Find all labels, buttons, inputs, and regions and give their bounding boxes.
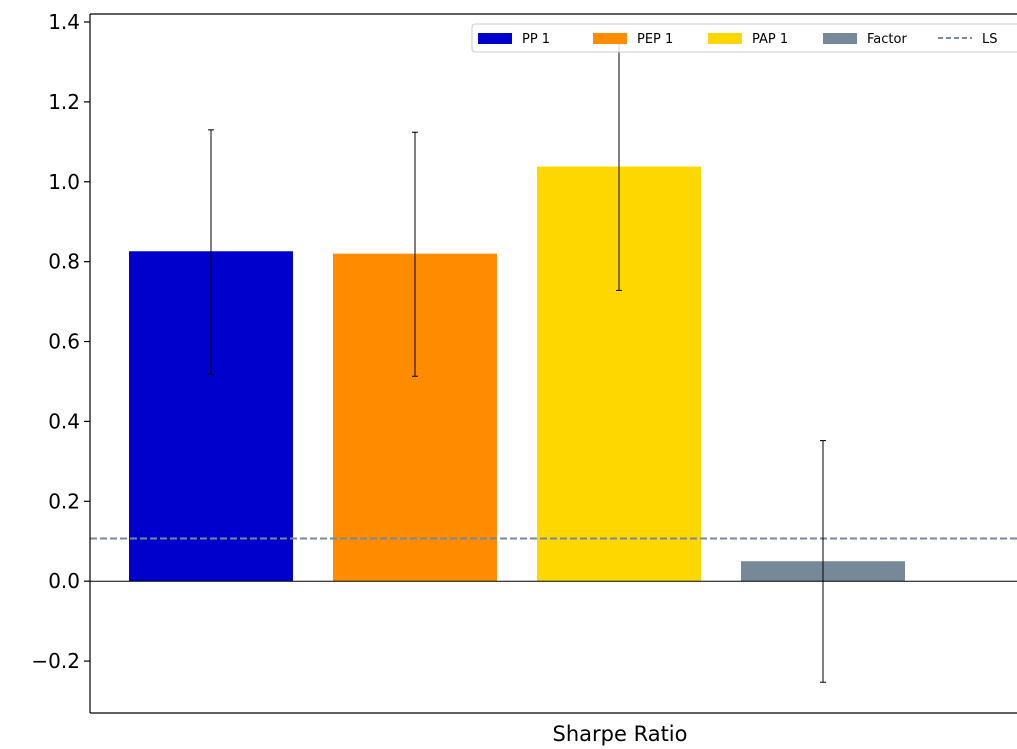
y-tick-label: 0.0 xyxy=(48,569,80,593)
y-tick-label: 1.0 xyxy=(48,170,80,194)
axes-layer xyxy=(89,13,1017,714)
legend-swatch xyxy=(593,33,627,44)
y-ticks-layer: −0.2 0.0 0.2 0.4 0.6 0.8 1.0 1.2 1.4 xyxy=(31,10,90,673)
y-tick-label: 1.4 xyxy=(48,10,80,34)
bars-layer xyxy=(129,166,905,582)
error-bar-pep-1 xyxy=(412,131,418,377)
y-tick-label: 0.8 xyxy=(48,250,80,274)
error-bar-factor xyxy=(820,440,826,683)
y-tick-label: 0.2 xyxy=(48,489,80,513)
legend-entry-pep-1: PEP 1 xyxy=(593,32,673,47)
legend-entry-pap-1: PAP 1 xyxy=(708,32,788,47)
y-tick-label: 0.6 xyxy=(48,330,80,354)
y-tick-label: 1.2 xyxy=(48,90,80,114)
legend-label: PP 1 xyxy=(522,32,550,47)
legend-label: LS xyxy=(982,32,998,47)
x-axis-label: Sharpe Ratio xyxy=(553,722,688,746)
legend-swatch xyxy=(478,33,512,44)
legend-frame xyxy=(471,23,1017,53)
legend-swatch xyxy=(823,33,857,44)
y-tick-label: 0.4 xyxy=(48,409,80,433)
y-tick-label: −0.2 xyxy=(31,649,80,673)
legend-entry-pp-1: PP 1 xyxy=(478,32,550,47)
legend-label: PAP 1 xyxy=(752,32,788,47)
legend: PP 1 PEP 1 PAP 1 Factor LS xyxy=(471,23,1017,53)
legend-entry-factor: Factor xyxy=(823,32,907,47)
error-bar-pp-1 xyxy=(208,129,214,375)
legend-swatch xyxy=(708,33,742,44)
legend-label: Factor xyxy=(867,32,907,47)
error-bars-layer xyxy=(208,43,826,683)
legend-label: PEP 1 xyxy=(637,32,673,47)
legend-entry-ls: LS xyxy=(938,32,998,47)
